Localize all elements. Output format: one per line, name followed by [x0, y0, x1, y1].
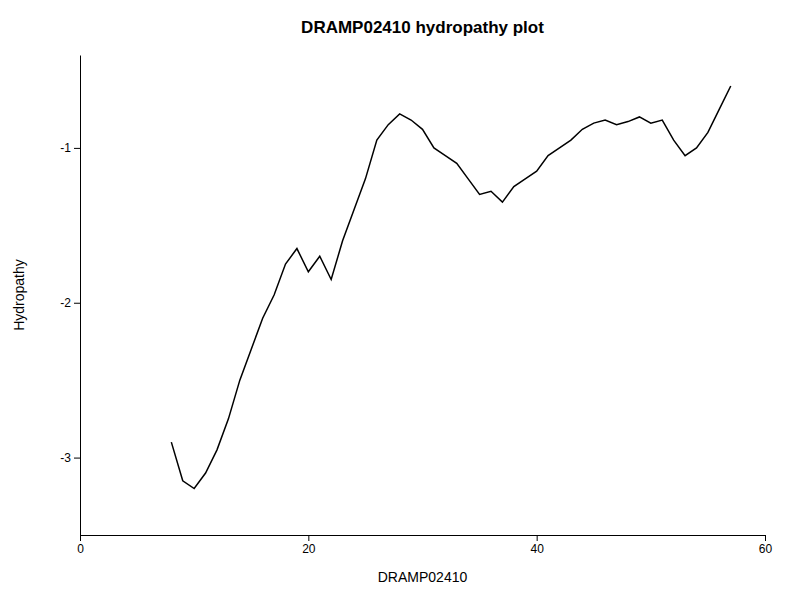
x-tick: 0	[77, 535, 84, 556]
x-axis: 0 20 40 60	[77, 535, 772, 556]
x-axis-title: DRAMP02410	[378, 569, 468, 585]
y-tick: -2	[60, 296, 80, 310]
x-tick: 60	[759, 535, 773, 556]
chart: 0 20 40 60 -3 -2 -1 DRAMP02410 hydropathy plot D…	[0, 0, 800, 600]
y-tick-label: -1	[60, 141, 71, 155]
x-tick-label: 0	[77, 542, 84, 556]
y-tick-label: -3	[60, 451, 71, 465]
plot-area	[171, 86, 730, 489]
x-tick-mark	[765, 535, 766, 541]
x-tick-mark	[308, 535, 309, 541]
y-tick: -3	[60, 451, 80, 465]
y-axis-title: Hydropathy	[11, 259, 27, 331]
x-tick: 20	[302, 535, 316, 556]
x-tick-mark	[537, 535, 538, 541]
x-tick-label: 20	[302, 542, 316, 556]
x-axis-line	[81, 535, 766, 536]
data-line	[171, 86, 730, 489]
x-tick: 40	[530, 535, 544, 556]
y-tick: -1	[60, 141, 80, 155]
y-tick-mark	[74, 148, 80, 149]
y-tick-mark	[74, 303, 80, 304]
x-tick-label: 40	[530, 542, 544, 556]
x-tick-mark	[80, 535, 81, 541]
y-axis: -3 -2 -1	[60, 56, 80, 536]
x-tick-label: 60	[759, 542, 773, 556]
chart-title: DRAMP02410 hydropathy plot	[301, 18, 544, 37]
y-axis-line	[80, 56, 81, 536]
y-tick-mark	[74, 458, 80, 459]
y-tick-label: -2	[60, 296, 71, 310]
